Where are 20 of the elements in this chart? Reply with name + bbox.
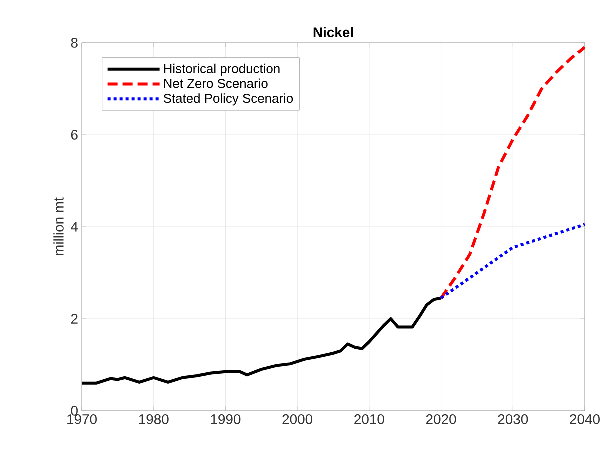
- y-tick-label: 0: [71, 406, 78, 416]
- x-tick-label: 1980: [139, 414, 169, 424]
- x-tick-label: 2000: [282, 414, 313, 424]
- x-tick-label: 1970: [68, 414, 97, 424]
- legend-label: Net Zero Scenario: [164, 78, 268, 88]
- x-tick-label: 2030: [498, 414, 528, 424]
- legend-label: Historical production: [164, 64, 280, 76]
- y-axis-title: million mt: [54, 198, 64, 256]
- y-tick-label: 2: [71, 314, 78, 324]
- chart-title: Nickel: [314, 27, 354, 38]
- y-tick-label: 6: [71, 130, 78, 140]
- x-tick-label: 2020: [426, 414, 456, 424]
- legend-label: Stated Policy Scenario: [164, 94, 294, 106]
- y-tick-label: 4: [71, 222, 78, 232]
- x-tick-label: 1990: [211, 414, 241, 424]
- y-tick-label: 8: [71, 38, 78, 48]
- x-tick-label: 2010: [354, 414, 384, 424]
- line-series: [440, 46, 585, 300]
- x-tick-label: 2040: [570, 414, 600, 424]
- line-series: [82, 296, 443, 385]
